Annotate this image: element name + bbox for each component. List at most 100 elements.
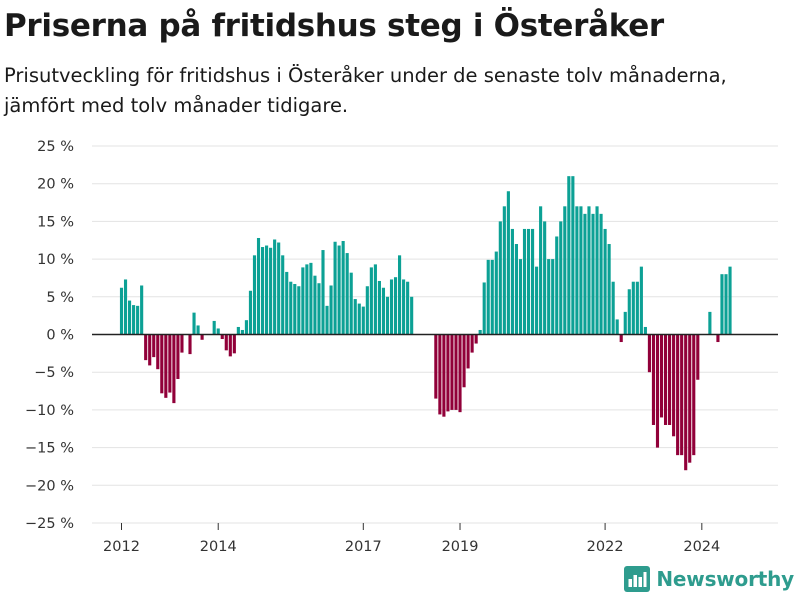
- bar: [680, 334, 684, 456]
- bar: [389, 279, 394, 335]
- data-label: 9 %: [731, 0, 759, 4]
- x-tick-label: 2024: [683, 539, 720, 555]
- bar: [361, 306, 365, 335]
- y-tick-label: −10 %: [25, 403, 74, 419]
- bar: [377, 280, 381, 335]
- x-axis-ticks: 2012 2014 2017 2019 2022 2024: [103, 523, 720, 555]
- bar: [164, 334, 168, 398]
- bar: [168, 334, 172, 393]
- bar: [160, 334, 164, 394]
- bar: [172, 334, 176, 404]
- bar: [708, 311, 712, 335]
- bar: [256, 237, 261, 335]
- bar: [506, 191, 510, 335]
- bar: [458, 334, 462, 413]
- y-tick-label: 10 %: [37, 252, 74, 268]
- bar: [607, 244, 611, 335]
- bar: [365, 286, 369, 335]
- bar: [724, 274, 728, 335]
- bar: [321, 250, 325, 335]
- x-tick-label: 2019: [442, 539, 479, 555]
- bar: [244, 320, 248, 335]
- bar: [510, 228, 514, 335]
- bar: [123, 279, 128, 335]
- bar: [309, 262, 313, 335]
- bar: [526, 228, 531, 335]
- bar: [599, 213, 603, 335]
- bar: [369, 267, 373, 335]
- annotations: 9 %: [731, 0, 759, 4]
- bar: [357, 303, 361, 335]
- bar: [232, 334, 236, 354]
- bar: [313, 275, 317, 335]
- y-tick-label: −15 %: [25, 441, 74, 457]
- bar: [410, 296, 414, 335]
- bar: [655, 334, 660, 448]
- bar: [684, 334, 688, 471]
- bar: [305, 264, 309, 335]
- y-tick-label: 5 %: [46, 290, 74, 306]
- y-tick-label: −5 %: [34, 365, 74, 381]
- bar: [406, 281, 410, 335]
- bar: [627, 289, 631, 335]
- bar: [611, 281, 615, 335]
- bar: [720, 274, 724, 335]
- y-tick-label: −20 %: [25, 478, 74, 494]
- bar: [470, 334, 474, 353]
- bar: [647, 334, 651, 373]
- page-subtitle: Prisutveckling för fritidshus i Österåke…: [4, 64, 727, 117]
- bar: [345, 253, 349, 335]
- bar: [543, 221, 547, 335]
- brand-logo: Newsworthy: [624, 566, 794, 592]
- bar: [119, 287, 124, 335]
- bar: [450, 334, 454, 410]
- bar: [514, 244, 519, 335]
- bar: [631, 281, 635, 335]
- bar: [454, 334, 458, 410]
- bar: [216, 328, 220, 335]
- bar: [132, 305, 136, 335]
- bar: [434, 334, 438, 399]
- bar: [659, 334, 664, 418]
- bar: [490, 259, 494, 335]
- brand-name: Newsworthy: [656, 567, 794, 591]
- bar: [398, 255, 402, 335]
- bar: [381, 287, 386, 335]
- bar: [539, 206, 543, 335]
- bar: [285, 271, 289, 335]
- bar: [273, 239, 277, 335]
- bar: [474, 334, 478, 344]
- bar: [442, 334, 446, 417]
- bar: [402, 279, 406, 335]
- bar: [643, 326, 647, 335]
- bar: [127, 300, 132, 335]
- bar: [663, 334, 668, 425]
- bar: [333, 241, 337, 335]
- bar: [180, 334, 184, 353]
- bar: [228, 334, 232, 357]
- bar: [373, 264, 377, 335]
- bar: [672, 334, 676, 437]
- bar: [269, 247, 273, 335]
- bar: [482, 282, 486, 335]
- bar: [639, 266, 643, 335]
- bar: [547, 259, 551, 335]
- bar: [591, 213, 595, 335]
- bar: [466, 334, 470, 369]
- bar: [535, 266, 539, 335]
- bar: [212, 320, 216, 335]
- bar: [595, 206, 599, 335]
- bar: [156, 334, 160, 370]
- bar: [619, 334, 623, 343]
- bar: [688, 334, 692, 463]
- bar: [349, 272, 353, 335]
- grid-lines: [92, 145, 778, 524]
- bar: [301, 267, 305, 335]
- bar: [329, 285, 333, 335]
- bar: [236, 326, 240, 335]
- bar: [587, 206, 591, 335]
- page-title: Priserna på fritidshus steg i Österåker: [4, 8, 664, 44]
- y-tick-label: 0 %: [46, 328, 74, 344]
- y-axis-ticks: 25 % 20 % 15 % 10 % 5 % 0 % −5 % −10 % −15 % −20 …: [25, 139, 74, 532]
